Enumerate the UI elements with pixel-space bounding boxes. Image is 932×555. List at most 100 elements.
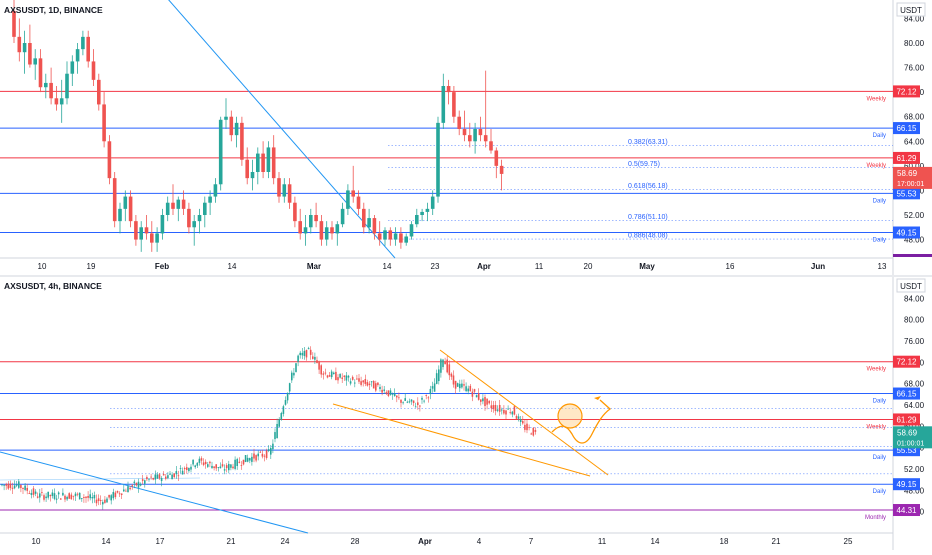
fourhour-candle[interactable] — [57, 491, 60, 499]
fourhour-candle[interactable] — [427, 396, 430, 403]
fourhour-candle[interactable] — [440, 358, 442, 378]
fourhour-candle[interactable] — [89, 489, 91, 501]
fourhour-candle[interactable] — [123, 484, 125, 492]
fourhour-candle[interactable] — [246, 454, 249, 463]
fourhour-candle[interactable] — [375, 380, 377, 393]
fourhour-candle[interactable] — [442, 358, 444, 370]
fourhour-candle[interactable] — [228, 460, 230, 474]
fourhour-candle[interactable] — [261, 449, 264, 459]
fourhour-candle[interactable] — [435, 369, 438, 385]
fourhour-candle[interactable] — [13, 480, 16, 490]
daily-candle[interactable] — [388, 227, 393, 246]
fourhour-candle[interactable] — [104, 496, 106, 504]
fourhour-candle[interactable] — [385, 390, 388, 395]
fourhour-candle[interactable] — [492, 400, 495, 413]
fourhour-candle[interactable] — [177, 470, 180, 481]
fourhour-candle[interactable] — [429, 385, 432, 400]
fourhour-candle[interactable] — [234, 456, 236, 471]
fourhour-candle[interactable] — [236, 457, 238, 470]
daily-candle[interactable] — [203, 196, 207, 228]
daily-candle[interactable] — [28, 24, 32, 68]
daily-candle[interactable] — [367, 208, 371, 234]
daily-candle[interactable] — [229, 110, 234, 142]
fourhour-candle[interactable] — [102, 499, 104, 510]
fourhour-candle[interactable] — [249, 457, 251, 464]
daily-candle[interactable] — [17, 18, 22, 62]
daily-candle[interactable] — [22, 30, 27, 74]
fourhour-candle[interactable] — [364, 374, 367, 387]
fourhour-candle[interactable] — [450, 372, 453, 380]
fourhour-candle[interactable] — [419, 405, 421, 412]
fourhour-candle[interactable] — [97, 494, 100, 506]
fourhour-candles[interactable] — [1, 346, 537, 510]
fourhour-candle[interactable] — [400, 399, 402, 408]
daily-candle[interactable] — [314, 202, 318, 228]
daily-candle[interactable] — [171, 184, 175, 215]
fourhour-candle[interactable] — [354, 379, 356, 388]
daily-candle[interactable] — [425, 202, 430, 222]
daily-candle[interactable] — [457, 110, 461, 136]
fourhour-candle[interactable] — [95, 494, 98, 507]
fourhour-candle[interactable] — [167, 472, 169, 480]
fourhour-candle[interactable] — [116, 490, 119, 494]
daily-candle[interactable] — [271, 135, 276, 185]
fourhour-candle[interactable] — [288, 382, 291, 395]
fourhour-candle[interactable] — [477, 388, 480, 401]
daily-candle[interactable] — [97, 73, 101, 111]
fourhour-candle[interactable] — [343, 375, 346, 381]
daily-candle[interactable] — [44, 73, 48, 99]
fourhour-candle[interactable] — [305, 349, 308, 361]
fourhour-candle[interactable] — [87, 491, 89, 502]
fourhour-candle[interactable] — [469, 383, 472, 392]
fourhour-candle[interactable] — [383, 385, 385, 394]
fourhour-candle[interactable] — [282, 404, 285, 417]
fourhour-candle[interactable] — [370, 381, 373, 387]
daily-downtrend-line[interactable] — [160, 0, 396, 259]
fourhour-candle[interactable] — [68, 492, 70, 499]
fourhour-candle[interactable] — [223, 464, 226, 475]
fourhour-candle[interactable] — [274, 428, 276, 443]
fourhour-candle[interactable] — [49, 494, 52, 502]
daily-candle[interactable] — [330, 221, 334, 240]
daily-candle[interactable] — [256, 147, 260, 185]
fourhour-candle[interactable] — [503, 405, 505, 415]
fourhour-candle[interactable] — [28, 490, 31, 494]
fourhour-candle[interactable] — [51, 489, 54, 499]
daily-plot-area[interactable] — [0, 0, 893, 258]
fourhour-candle[interactable] — [118, 491, 121, 497]
fourhour-candle[interactable] — [301, 348, 304, 360]
fourhour-candle[interactable] — [72, 495, 75, 501]
fourhour-level-tag[interactable] — [893, 478, 920, 491]
fourhour-candle[interactable] — [267, 445, 270, 453]
fourhour-candle[interactable] — [133, 479, 136, 489]
fourhour-candle[interactable] — [99, 495, 102, 505]
fourhour-candle[interactable] — [150, 473, 152, 480]
fourhour-candle[interactable] — [183, 466, 186, 475]
fourhour-candle[interactable] — [372, 380, 375, 389]
fourhour-candle[interactable] — [112, 488, 115, 501]
daily-level-tag[interactable] — [893, 226, 920, 239]
fourhour-candle[interactable] — [175, 465, 178, 479]
fourhour-candle[interactable] — [125, 488, 127, 492]
fourhour-candle[interactable] — [396, 395, 398, 403]
fourhour-candle[interactable] — [32, 485, 35, 498]
fourhour-candle[interactable] — [320, 364, 322, 378]
fourhour-candle[interactable] — [18, 478, 20, 490]
fourhour-candle[interactable] — [181, 467, 184, 475]
fourhour-candle[interactable] — [232, 463, 234, 470]
daily-candle[interactable] — [340, 202, 345, 228]
fourhour-candle[interactable] — [135, 482, 138, 487]
fourhour-candle[interactable] — [265, 448, 268, 460]
daily-candle[interactable] — [234, 116, 239, 148]
fourhour-candle[interactable] — [322, 371, 325, 380]
daily-candle[interactable] — [160, 208, 165, 240]
fourhour-candle[interactable] — [456, 382, 459, 387]
fourhour-candle[interactable] — [186, 463, 188, 474]
daily-candle[interactable] — [303, 215, 308, 246]
fourhour-candle[interactable] — [410, 399, 413, 405]
fourhour-candle[interactable] — [173, 473, 175, 479]
daily-candle[interactable] — [420, 208, 424, 222]
daily-candle[interactable] — [155, 227, 159, 252]
daily-candle[interactable] — [499, 159, 504, 191]
